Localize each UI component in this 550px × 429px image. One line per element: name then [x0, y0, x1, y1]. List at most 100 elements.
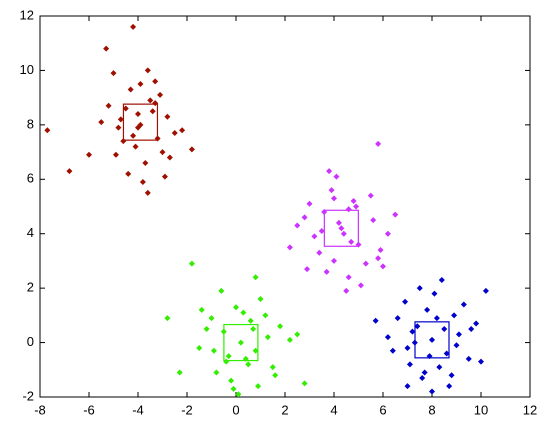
point	[392, 211, 399, 218]
point	[44, 127, 51, 134]
point	[188, 146, 195, 153]
point	[429, 388, 435, 395]
point	[132, 143, 139, 150]
point	[468, 325, 475, 332]
point	[122, 105, 129, 112]
point	[404, 383, 411, 390]
point	[431, 290, 438, 297]
point	[152, 78, 159, 85]
point	[235, 391, 242, 398]
point	[277, 323, 284, 330]
point	[98, 119, 105, 126]
point	[416, 285, 423, 292]
point	[348, 238, 355, 245]
x-tick-label: 0	[232, 402, 239, 417]
point	[157, 91, 164, 98]
point	[213, 369, 220, 376]
point	[294, 331, 301, 338]
point	[171, 130, 178, 137]
point	[196, 345, 203, 352]
point	[144, 67, 151, 74]
point	[357, 282, 364, 289]
point	[353, 203, 360, 210]
point	[86, 151, 92, 158]
point	[272, 372, 279, 379]
x-tick-label: 12	[523, 402, 537, 417]
point	[144, 189, 151, 196]
centroid	[323, 209, 359, 247]
point	[135, 110, 141, 117]
point	[247, 317, 254, 324]
point	[323, 268, 330, 275]
point	[237, 339, 244, 346]
point	[137, 81, 144, 88]
point	[443, 350, 450, 357]
point	[188, 260, 195, 267]
point	[446, 383, 453, 390]
point	[164, 113, 171, 120]
x-tick-label: 6	[379, 402, 386, 417]
point	[438, 276, 445, 283]
point	[421, 369, 428, 376]
x-tick-label: 4	[330, 402, 337, 417]
point	[240, 309, 247, 316]
point	[451, 312, 458, 319]
point	[370, 217, 377, 224]
y-tick-label: 6	[27, 171, 34, 186]
y-tick-label: 12	[20, 7, 34, 22]
point	[250, 325, 257, 332]
point	[377, 247, 384, 254]
point	[203, 325, 210, 332]
point	[478, 358, 484, 365]
point	[139, 179, 146, 186]
point	[367, 192, 374, 199]
x-tick-label: -4	[132, 402, 144, 417]
point	[233, 304, 239, 311]
point	[333, 173, 340, 180]
point	[257, 296, 264, 303]
point	[384, 230, 391, 237]
point	[179, 127, 186, 134]
point	[252, 347, 259, 354]
point	[433, 315, 440, 322]
point	[362, 260, 369, 267]
point	[125, 170, 132, 177]
point	[394, 315, 401, 322]
point	[331, 195, 337, 202]
point	[424, 306, 431, 313]
point	[328, 187, 335, 194]
point	[441, 325, 448, 332]
point	[252, 274, 259, 281]
point	[389, 347, 396, 354]
x-tick-label: 10	[474, 402, 488, 417]
point	[286, 336, 293, 343]
point	[112, 151, 119, 158]
point	[335, 219, 342, 226]
point	[406, 361, 413, 368]
point	[166, 154, 173, 161]
point	[103, 45, 110, 52]
point	[343, 287, 350, 294]
point	[331, 257, 337, 264]
y-tick-label: 4	[27, 225, 34, 240]
point	[130, 23, 137, 30]
point	[429, 336, 435, 343]
point	[225, 353, 232, 360]
point	[262, 312, 269, 319]
point	[127, 86, 134, 93]
point	[159, 149, 166, 156]
point	[409, 328, 416, 335]
point	[316, 249, 323, 256]
point	[306, 200, 313, 207]
point	[161, 173, 168, 180]
point	[326, 168, 333, 175]
point	[372, 317, 379, 324]
point	[311, 233, 318, 240]
point	[210, 347, 217, 354]
point	[176, 369, 183, 376]
x-tick-label: 2	[281, 402, 288, 417]
point	[380, 263, 386, 270]
point	[66, 168, 73, 175]
point	[264, 334, 271, 341]
point	[198, 306, 205, 313]
